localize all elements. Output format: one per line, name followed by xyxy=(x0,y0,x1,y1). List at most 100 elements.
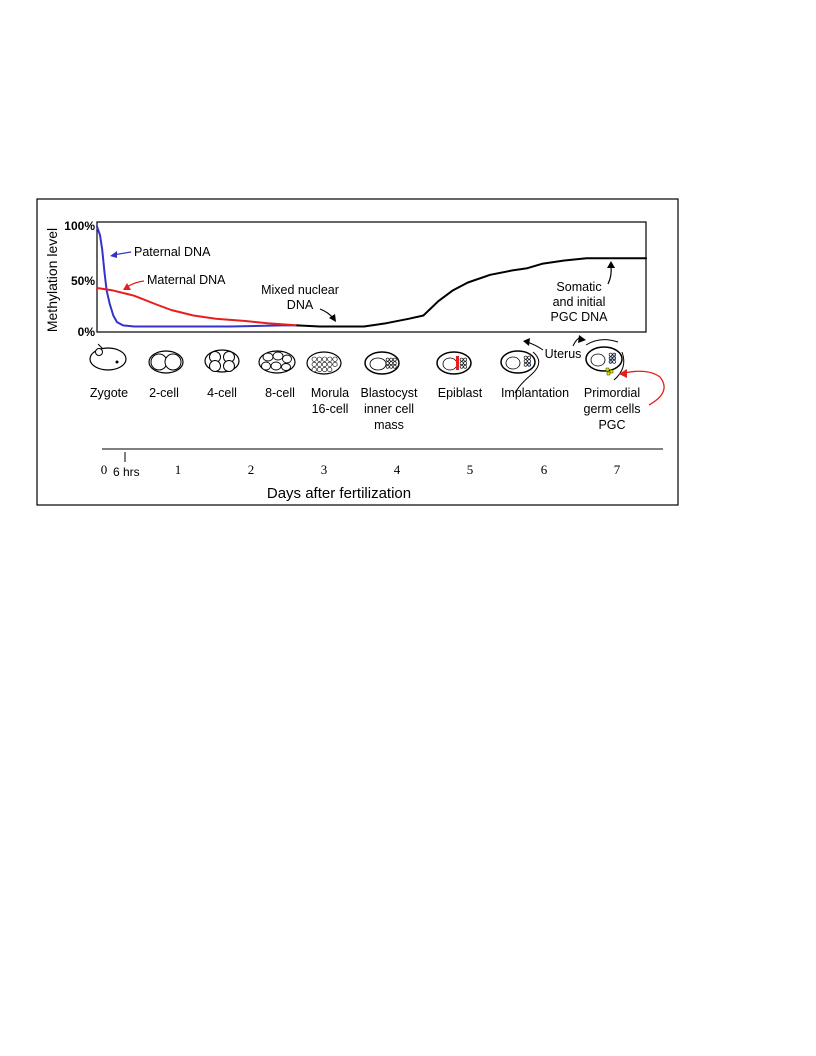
uterus-arrowhead-right xyxy=(578,335,586,343)
embryo-cell xyxy=(608,352,613,357)
mixed-label-2: DNA xyxy=(287,298,314,312)
pgc-arrowhead xyxy=(619,369,627,378)
embryo-cell xyxy=(527,362,532,367)
x-axis-label: Days after fertilization xyxy=(267,485,411,502)
embryo-cell xyxy=(463,361,468,366)
stage-label: Morula xyxy=(311,386,349,400)
series-line-2 xyxy=(96,287,299,327)
embryo-cell xyxy=(316,356,322,362)
embryo-cell xyxy=(385,361,390,366)
morula-icon xyxy=(306,351,342,375)
implantation-icon xyxy=(500,350,540,394)
series-lines xyxy=(96,225,647,328)
pgc-arrow xyxy=(623,370,665,406)
stage-label: Epiblast xyxy=(438,386,483,400)
embryo-cell xyxy=(385,357,390,362)
x-tick-labels: 0 1 2 3 4 5 6 7 xyxy=(101,462,621,477)
embryo-cell xyxy=(459,357,464,362)
x-tick-label: 2 xyxy=(248,462,255,477)
embryo-cell xyxy=(392,357,397,362)
embryo-cell xyxy=(392,364,397,369)
y-tick-label: 100% xyxy=(64,219,95,233)
embryo-cell xyxy=(527,355,532,360)
maternal-label: Maternal DNA xyxy=(147,273,226,287)
somatic-label-3: PGC DNA xyxy=(551,310,609,324)
y-axis-label: Methylation level xyxy=(44,228,60,332)
embryo-cell xyxy=(322,367,328,373)
embryo-cell xyxy=(392,361,397,366)
zygote-icon xyxy=(89,343,127,371)
paternal-label: Paternal DNA xyxy=(134,245,211,259)
embryo-cell xyxy=(523,355,528,360)
figure-frame xyxy=(36,198,679,506)
embryo-cell xyxy=(316,367,322,373)
x-tick-label: 1 xyxy=(175,462,182,477)
stage-label: 4-cell xyxy=(207,386,237,400)
embryo-cell xyxy=(327,356,333,362)
embryo-cell xyxy=(527,359,532,364)
y-tick-label: 0% xyxy=(78,325,96,339)
embryo-cell xyxy=(311,361,317,367)
embryo-cell xyxy=(612,352,617,357)
embryo-cell xyxy=(612,356,617,361)
stage-label: Implantation xyxy=(501,386,569,400)
embryo-cell xyxy=(523,359,528,364)
series-line-3 xyxy=(296,257,647,328)
embryo-cell xyxy=(311,356,317,362)
maternal-arrowhead xyxy=(123,283,131,290)
somatic-arrowhead xyxy=(607,261,615,268)
primordial-icon xyxy=(585,339,625,381)
uterus-label: Uterus xyxy=(545,347,582,361)
x-tick-label: 5 xyxy=(467,462,474,477)
four-cell-icon xyxy=(204,349,240,373)
mixed-arrowhead xyxy=(329,314,336,322)
x-tick-label: 0 xyxy=(101,462,108,477)
series-line-1 xyxy=(96,225,299,328)
stage-label: Primordial xyxy=(584,386,640,400)
maternal-arrow xyxy=(126,280,145,288)
stage-label: 8-cell xyxy=(265,386,295,400)
embryo-cell xyxy=(327,367,333,373)
x-tick-label: 7 xyxy=(614,462,621,477)
embryo-cell xyxy=(608,359,613,364)
uterus-arrowhead-left xyxy=(523,338,530,346)
stage-labels: Zygote 2-cell 4-cell 8-cell Morula 16-cell Bla… xyxy=(90,386,641,432)
x-tick-label: 3 xyxy=(321,462,328,477)
stage-label: Blastocyst xyxy=(361,386,418,400)
embryo-cell xyxy=(385,364,390,369)
embryo-cell xyxy=(523,362,528,367)
stage-label: 2-cell xyxy=(149,386,179,400)
embryo-cell xyxy=(608,356,613,361)
six-hrs-label: 6 hrs xyxy=(113,465,140,479)
somatic-arrow xyxy=(607,265,612,285)
stage-label: inner cell xyxy=(364,402,414,416)
y-tick-label: 50% xyxy=(71,274,95,288)
embryo-cell xyxy=(463,357,468,362)
paternal-arrowhead xyxy=(110,251,117,258)
embryo-cell xyxy=(322,356,328,362)
somatic-label-1: Somatic xyxy=(556,280,601,294)
embryo-cell xyxy=(332,356,338,362)
stage-label: mass xyxy=(374,418,404,432)
embryo-cell xyxy=(389,357,394,362)
x-tick-label: 4 xyxy=(394,462,401,477)
two-cell-icon xyxy=(148,350,184,374)
embryo-cell xyxy=(459,364,464,369)
stage-label: PGC xyxy=(598,418,625,432)
y-tick-labels: 0% 50% 100% xyxy=(64,219,95,339)
embryo-cell xyxy=(322,361,328,367)
embryo-cell xyxy=(332,361,338,367)
epiblast-icon xyxy=(436,351,472,375)
embryo-cell xyxy=(327,361,333,367)
embryo-cell xyxy=(389,364,394,369)
embryo-cell xyxy=(612,359,617,364)
eight-cell-icon xyxy=(258,350,296,374)
embryo-cell xyxy=(316,361,322,367)
embryo-cell xyxy=(463,364,468,369)
mixed-label-1: Mixed nuclear xyxy=(261,283,339,297)
stage-label: 16-cell xyxy=(312,402,349,416)
stage-label: germ cells xyxy=(584,402,641,416)
blastocyst-icon xyxy=(364,351,400,375)
somatic-label-2: and initial xyxy=(553,295,606,309)
